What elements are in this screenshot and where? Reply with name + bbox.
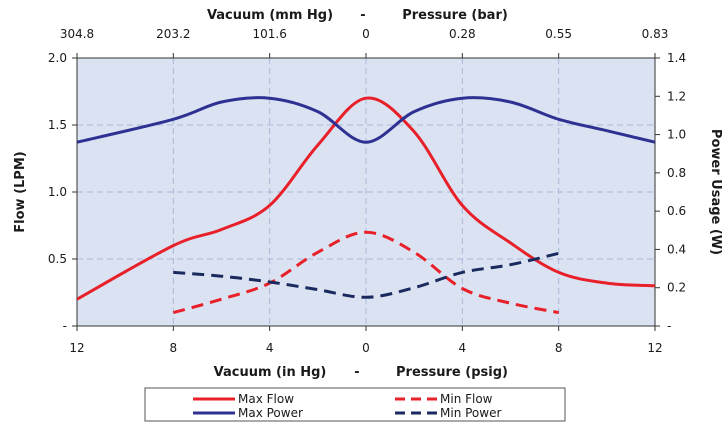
left-tick-label: 2.0 <box>48 51 67 65</box>
bottom-axis-title-right: Pressure (psig) <box>396 365 508 380</box>
left-tick-label: - <box>63 319 67 333</box>
legend-label-min-power: Min Power <box>440 406 501 420</box>
top-tick-label: 304.8 <box>60 27 94 41</box>
right-tick-label: 0.2 <box>667 281 686 295</box>
top-tick-label: 101.6 <box>252 27 286 41</box>
top-axis-title-sep: - <box>360 8 365 23</box>
bottom-tick-label: 12 <box>69 341 84 355</box>
top-tick-label: 0 <box>362 27 370 41</box>
top-axis-title-right: Pressure (bar) <box>402 8 508 23</box>
top-tick-label: 0.28 <box>449 27 476 41</box>
right-tick-label: 1.4 <box>667 51 686 65</box>
right-tick-label: 0.6 <box>667 204 686 218</box>
top-tick-label: 0.83 <box>642 27 669 41</box>
bottom-tick-label: 12 <box>647 341 662 355</box>
right-tick-label: 1.2 <box>667 89 686 103</box>
right-tick-label: 0.4 <box>667 242 686 256</box>
left-tick-label: 1.0 <box>48 185 67 199</box>
bottom-tick-label: 8 <box>555 341 563 355</box>
top-axis-title-left: Vacuum (mm Hg) <box>207 8 333 23</box>
legend-label-max-flow: Max Flow <box>238 392 294 406</box>
series-line-min-flow <box>172 230 559 315</box>
left-tick-label: 1.5 <box>48 118 67 132</box>
right-tick-label: - <box>667 319 671 333</box>
left-axis-title: Flow (LPM) <box>13 151 28 232</box>
right-axis-title: Power Usage (W) <box>708 129 723 255</box>
bottom-tick-label: 8 <box>170 341 178 355</box>
bottom-axis-title-sep: - <box>354 365 359 380</box>
bottom-tick-label: 4 <box>266 341 274 355</box>
series-line-max-flow <box>77 96 655 301</box>
series-line-min-power <box>173 251 560 299</box>
legend-box <box>144 387 566 422</box>
legend-label-max-power: Max Power <box>238 406 303 420</box>
top-tick-label: 0.55 <box>545 27 572 41</box>
right-tick-label: 1.0 <box>667 128 686 142</box>
top-tick-label: 203.2 <box>156 27 190 41</box>
bottom-axis-title-left: Vacuum (in Hg) <box>214 365 327 380</box>
bottom-tick-label: 0 <box>362 341 370 355</box>
series-line-max-power <box>77 96 655 144</box>
right-tick-label: 0.8 <box>667 166 686 180</box>
legend-label-min-flow: Min Flow <box>440 392 493 406</box>
bottom-tick-label: 4 <box>459 341 467 355</box>
left-tick-label: 0.5 <box>48 252 67 266</box>
